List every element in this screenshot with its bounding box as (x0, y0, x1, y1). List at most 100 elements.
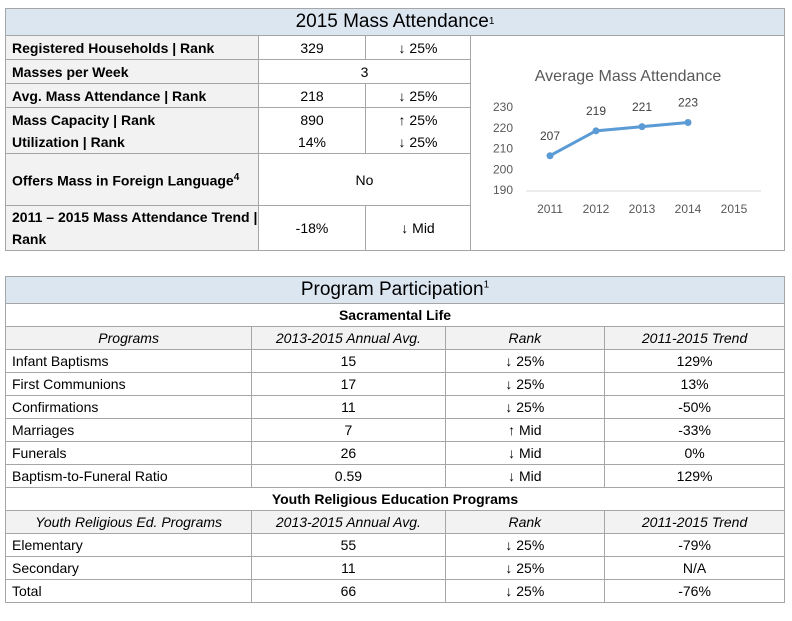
column-header: Rank (444, 326, 606, 350)
section-title: Sacramental Life (5, 303, 785, 327)
row-label: Offers Mass in Foreign Language4 (5, 153, 259, 206)
cell: -79% (604, 533, 785, 557)
cell: ↓ 25% (444, 395, 606, 419)
cell: 17 (251, 372, 446, 396)
column-header: 2011-2015 Trend (604, 326, 785, 350)
section-row: Youth Religious Education Programs (5, 487, 785, 511)
cell: ↓ Mid (365, 205, 471, 251)
table-row: Marriages 7 ↑ Mid -33% (4, 418, 785, 442)
row-label: 2011 – 2015 Mass Attendance Trend | Rank (5, 205, 259, 251)
x-tick-label: 2012 (583, 202, 610, 216)
data-point (638, 123, 646, 131)
label: Offers Mass in Foreign Language (12, 172, 234, 189)
cell: Total (4, 579, 253, 603)
data-label: 219 (586, 104, 606, 118)
footnote-ref: 1 (488, 16, 495, 27)
cell: 329 (258, 35, 366, 60)
cell: 890 14% (258, 107, 366, 154)
data-label: 221 (632, 100, 652, 114)
table-row: Elementary 55 ↓ 25% -79% (4, 533, 785, 557)
data-point (592, 127, 600, 135)
table-row: Baptism-to-Funeral Ratio 0.59 ↓ Mid 129% (4, 464, 785, 488)
label: Utilization | Rank (12, 133, 125, 150)
column-header: Rank (444, 510, 606, 534)
cell: -76% (604, 579, 785, 603)
y-tick-label: 190 (493, 183, 513, 197)
column-header: Programs (4, 326, 253, 350)
title-row: Program Participation1 (5, 276, 785, 304)
footnote-ref: 1 (483, 279, 490, 291)
cell: 66 (251, 579, 446, 603)
row-label: Mass Capacity | Rank Utilization | Rank (5, 107, 259, 154)
cell: 11 (251, 556, 446, 580)
row-label: Avg. Mass Attendance | Rank (5, 83, 259, 108)
cell: Elementary (4, 533, 253, 557)
cell: 3 (258, 59, 471, 84)
column-header: 2013-2015 Annual Avg. (251, 326, 446, 350)
cell: 0% (604, 441, 785, 465)
cell: Infant Baptisms (4, 349, 253, 373)
table-row: Total 66 ↓ 25% -76% (4, 579, 785, 603)
cell: ↓ Mid (444, 441, 606, 465)
cell: First Communions (4, 372, 253, 396)
data-point (546, 152, 554, 160)
cell: ↓ 25% (444, 556, 606, 580)
cell: 0.59 (251, 464, 446, 488)
row-label: Registered Households | Rank (5, 35, 259, 60)
cell: Confirmations (4, 395, 253, 419)
cell: ↓ 25% (444, 579, 606, 603)
table-row: Funerals 26 ↓ Mid 0% (4, 441, 785, 465)
section-title: Youth Religious Education Programs (5, 487, 785, 511)
cell: -33% (604, 418, 785, 442)
x-tick-label: 2011 (537, 202, 563, 216)
cell: 11 (251, 395, 446, 419)
cell: N/A (604, 556, 785, 580)
cell: ↑ 25% ↓ 25% (365, 107, 471, 154)
rank: ↑ 25% (398, 111, 438, 128)
chart-title: Average Mass Attendance (535, 68, 722, 85)
series-line (549, 121, 689, 158)
table-row: First Communions 17 ↓ 25% 13% (4, 372, 785, 396)
cell: Secondary (4, 556, 253, 580)
column-header: Youth Religious Ed. Programs (4, 510, 253, 534)
rank: ↓ 25% (398, 133, 438, 150)
cell: 218 (258, 83, 366, 108)
cell: 129% (604, 349, 785, 373)
cell: 13% (604, 372, 785, 396)
header-row: Programs 2013-2015 Annual Avg. Rank 2011-20… (4, 326, 785, 350)
table-row: Secondary 11 ↓ 25% N/A (4, 556, 785, 580)
value: 890 (300, 111, 324, 128)
cell: 26 (251, 441, 446, 465)
x-tick-label: 2014 (675, 202, 702, 216)
x-tick-label: 2013 (629, 202, 656, 216)
cell: Baptism-to-Funeral Ratio (4, 464, 253, 488)
cell: 129% (604, 464, 785, 488)
data-label: 223 (678, 96, 698, 110)
y-tick-label: 230 (493, 100, 513, 114)
cell: ↑ Mid (444, 418, 606, 442)
cell: -50% (604, 395, 785, 419)
cell: ↓ 25% (444, 349, 606, 373)
cell: ↓ 25% (444, 533, 606, 557)
cell: ↓ 25% (444, 372, 606, 396)
value: 14% (297, 133, 327, 150)
cell: ↓ 25% (365, 35, 471, 60)
y-tick-label: 210 (493, 142, 513, 156)
section-row: Sacramental Life (5, 303, 785, 327)
cell: ↓ Mid (444, 464, 606, 488)
column-header: 2013-2015 Annual Avg. (251, 510, 446, 534)
cell: Funerals (4, 441, 253, 465)
data-label: 207 (540, 129, 560, 143)
y-tick-label: 200 (493, 162, 513, 176)
cell: 7 (251, 418, 446, 442)
title: 2015 Mass Attendance (295, 11, 489, 32)
cell: Marriages (4, 418, 253, 442)
x-tick-label: 2015 (721, 202, 748, 216)
table-row: Infant Baptisms 15 ↓ 25% 129% (4, 349, 785, 373)
cell: 15 (251, 349, 446, 373)
cell: ↓ 25% (365, 83, 471, 108)
cell: -18% (258, 205, 366, 251)
cell: No (258, 153, 471, 206)
table-row: Confirmations 11 ↓ 25% -50% (4, 395, 785, 419)
